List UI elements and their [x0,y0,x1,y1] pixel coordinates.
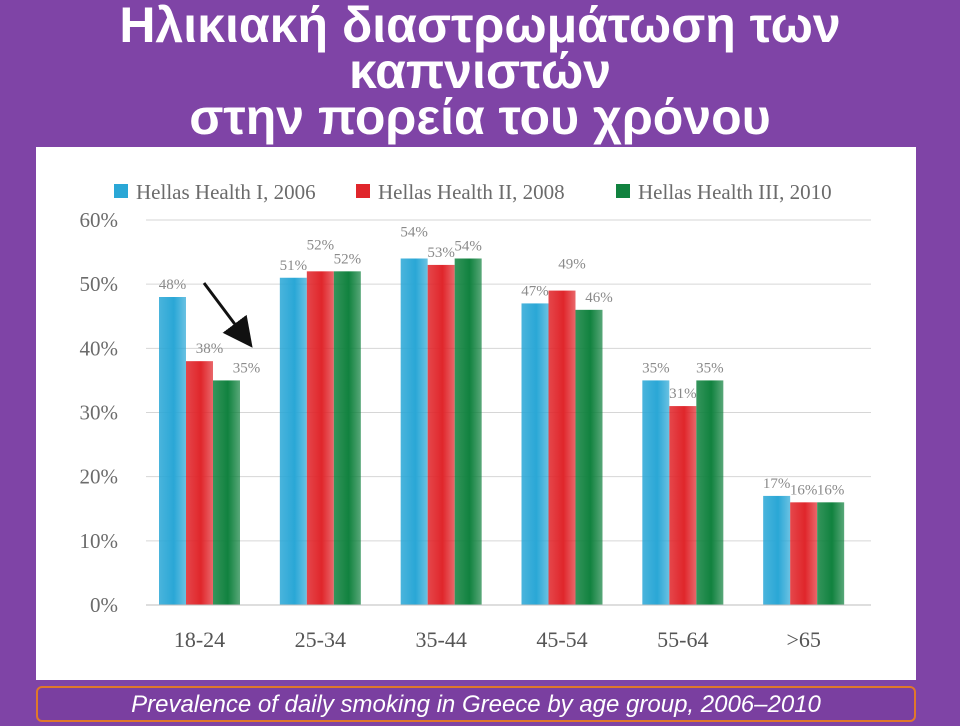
legend-swatch [356,184,370,198]
bar [400,258,428,605]
caption-box: Prevalence of daily smoking in Greece by… [36,686,916,722]
bar [186,361,213,605]
data-label: 47% [521,283,549,299]
data-label: 53% [427,245,455,261]
data-label: 46% [585,290,613,306]
bar [213,380,240,605]
bar [763,495,791,605]
bar [817,502,845,605]
x-tick-label: >65 [786,627,820,652]
bar-chart: 0% 10% 20% 30% 40% 50% 60% Hellas Health I, 200… [80,180,871,652]
y-tick-label: 60% [80,208,119,232]
bar [333,271,361,605]
bar [548,290,576,605]
y-tick-label: 10% [80,529,119,553]
y-tick-label: 40% [80,336,119,360]
bar [669,406,697,605]
bar [790,502,818,605]
data-label: 35% [696,360,724,376]
slide-title: Ηλικιακή διαστρωμάτωση των καπνιστών στη… [0,0,960,145]
x-tick-label: 35-44 [416,627,467,652]
caption-text: Prevalence of daily smoking in Greece by… [131,691,821,718]
chart-panel: 0% 10% 20% 30% 40% 50% 60% Hellas Health I, 200… [36,147,916,680]
annotation-arrow [202,282,253,348]
x-tick-label: 45-54 [536,627,587,652]
data-label: 38% [196,341,224,357]
slide-title-line2: στην πορεία του χρόνου [189,89,771,145]
bar [575,309,603,605]
x-tick-label: 18-24 [174,627,225,652]
y-tick-label: 20% [80,465,119,489]
legend-label: Hellas Health III, 2010 [638,180,832,204]
bar [521,303,549,605]
data-label: 16% [817,482,845,498]
data-label: 49% [558,257,586,273]
bar [642,380,670,605]
x-tick-label: 55-64 [657,627,708,652]
data-label: 48% [159,277,187,293]
y-tick-label: 30% [80,401,119,425]
data-label: 52% [307,237,335,253]
slide-title-line1: Ηλικιακή διαστρωμάτωση των καπνιστών [119,0,841,99]
data-label: 51% [280,258,308,274]
y-tick-label: 0% [90,593,118,617]
data-label: 52% [334,251,362,267]
data-label: 54% [454,239,482,255]
data-label: 16% [790,482,818,498]
bar [427,264,455,605]
bar [279,277,307,605]
y-tick-label: 50% [80,272,119,296]
legend-label: Hellas Health II, 2008 [378,180,565,204]
data-label: 17% [763,476,791,492]
x-tick-label: 25-34 [295,627,346,652]
legend-swatch [616,184,630,198]
bar [696,380,724,605]
bar [306,271,334,605]
bar [454,258,482,605]
data-label: 35% [642,360,670,376]
legend-swatch [114,184,128,198]
data-label: 54% [400,225,428,241]
data-label: 31% [669,386,697,402]
bar [159,297,186,605]
legend-label: Hellas Health I, 2006 [136,180,316,204]
data-label: 35% [233,360,261,376]
